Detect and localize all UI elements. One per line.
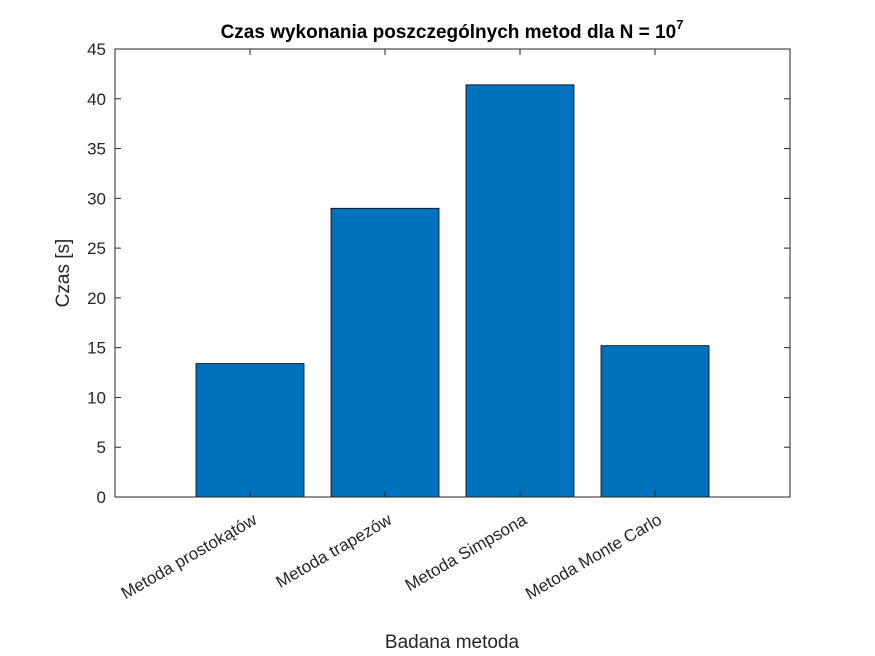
y-tick-label: 45 — [87, 40, 106, 59]
y-tick-label: 40 — [87, 90, 106, 109]
y-tick-label: 30 — [87, 189, 106, 208]
y-tick-label: 15 — [87, 339, 106, 358]
y-tick-label: 25 — [87, 239, 106, 258]
bar-2 — [330, 207, 440, 498]
axes-layer — [114, 48, 791, 498]
bar-1 — [195, 363, 305, 498]
y-tick-label: 10 — [87, 388, 106, 407]
x-axis-label: Badana metoda — [385, 632, 520, 653]
x-tick-label: Metoda Monte Carlo — [522, 510, 665, 603]
y-axis-label: Czas [s] — [53, 239, 74, 308]
y-tick-label: 35 — [87, 140, 106, 159]
bar-3 — [465, 84, 575, 498]
bars-layer — [195, 84, 710, 498]
y-tick-label: 20 — [87, 289, 106, 308]
bar-4 — [600, 345, 710, 498]
chart-title: Czas wykonania poszczególnych metod dla … — [221, 17, 684, 43]
x-tick-label: Metoda prostokątów — [118, 510, 261, 603]
x-tick-label: Metoda Simpsona — [402, 510, 531, 595]
chart-title-main: Czas wykonania poszczególnych metod dla … — [221, 22, 677, 43]
y-tick-label: 5 — [97, 438, 106, 457]
plot-box — [114, 48, 791, 498]
x-tick-label: Metoda trapezów — [273, 510, 396, 592]
chart-title-superscript: 7 — [676, 17, 683, 32]
y-tick-label: 0 — [97, 488, 106, 507]
